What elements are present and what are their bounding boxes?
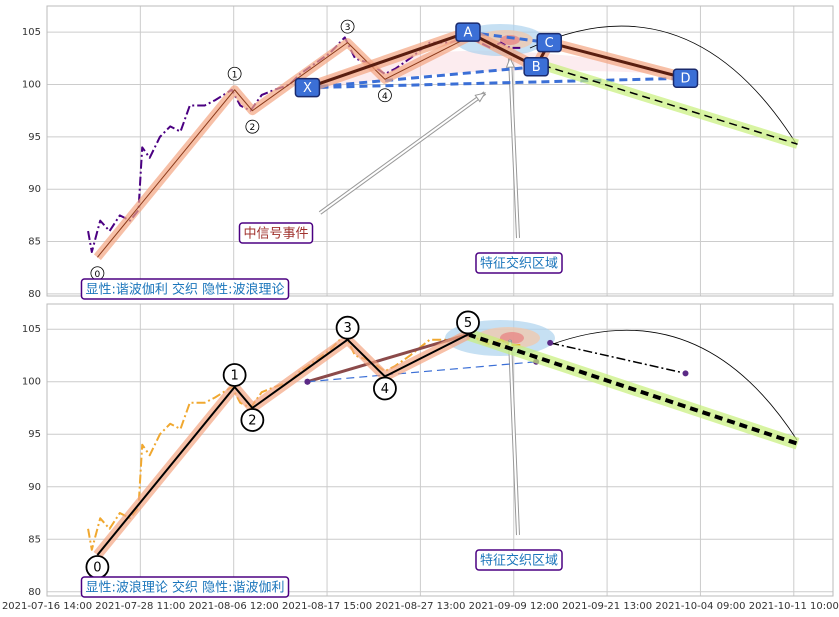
y-tick-label: 100 [22, 377, 41, 388]
arrow [509, 339, 519, 536]
harmonic-label: D [681, 72, 691, 87]
wave-line [96, 333, 469, 556]
arrow [319, 92, 486, 214]
wave-label: 0 [93, 561, 101, 576]
harmonic-label: X [303, 81, 312, 96]
wave-marker [222, 363, 247, 387]
wave-label: 2 [248, 413, 256, 428]
wave-line [97, 36, 469, 258]
annotation-box [80, 576, 290, 598]
x-tick-label: 2021-09-09 12:00 [469, 601, 559, 612]
harmonic-marker [523, 56, 549, 77]
y-tick-label: 95 [28, 429, 41, 440]
harmonic-marker [294, 77, 321, 98]
wave-marker [245, 119, 260, 134]
arrow [509, 57, 519, 239]
x-tick-label: 2021-08-27 13:00 [375, 601, 465, 612]
arrow-head [474, 92, 487, 103]
harmonic-label: C [545, 36, 554, 51]
wave-label: 1 [230, 368, 238, 383]
annotation: 特征交织区域 [480, 553, 558, 569]
harmonic-marker [455, 22, 481, 42]
y-tick-label: 105 [22, 27, 41, 38]
annotation-box [80, 278, 290, 300]
wave-label: 4 [382, 92, 388, 102]
x-tick-label: 2021-07-28 11:00 [95, 601, 185, 612]
y-tick-label: 80 [28, 587, 41, 598]
wave-marker [373, 376, 397, 401]
projection-arc [529, 25, 798, 146]
y-tick-label: 105 [22, 324, 41, 335]
x-tick-label: 2021-09-21 13:00 [562, 601, 652, 612]
line-marker [682, 370, 689, 377]
harmonic-marker [536, 32, 562, 53]
y-tick-label: 90 [28, 184, 41, 195]
y-tick-label: 100 [22, 80, 41, 91]
wave-label: 1 [232, 70, 238, 80]
x-tick-label: 2021-07-16 14:00 [2, 601, 92, 612]
pattern-line [467, 332, 799, 446]
wave-label: 5 [464, 316, 472, 331]
projection-arc [549, 329, 798, 441]
annotation-box [475, 549, 563, 571]
plot-frame [46, 303, 834, 597]
wave-marker [340, 19, 355, 34]
annotation-box [475, 252, 563, 274]
pattern-line [307, 76, 686, 90]
wave-label: 2 [250, 123, 256, 133]
wave-marker [378, 88, 392, 103]
annotation: 显性:谐波伽利 交织 隐性:波浪理论 [85, 282, 284, 298]
annotation: 显性:波浪理论 交织 隐性:谐波伽利 [85, 580, 284, 596]
y-tick-label: 80 [28, 289, 41, 300]
wave-marker [456, 310, 480, 335]
wave-label: 3 [345, 23, 351, 33]
wave-label: 0 [95, 270, 101, 280]
pattern-line [549, 342, 686, 375]
harmonic-marker [672, 68, 699, 88]
x-tick-label: 2021-10-04 09:00 [655, 601, 745, 612]
line-marker [547, 339, 554, 346]
wave-marker [335, 315, 360, 340]
x-tick-label: 2021-10-11 10:00 [749, 601, 839, 612]
annotation-box [238, 222, 314, 244]
pattern-line [530, 60, 798, 145]
wave-marker [240, 408, 265, 432]
wave-label: 4 [381, 382, 389, 397]
line-marker [304, 378, 311, 385]
annotation: 中信号事件 [243, 227, 308, 242]
annotation: 特征交织区域 [480, 256, 558, 272]
wave-marker [227, 66, 242, 81]
y-tick-label: 85 [28, 237, 41, 248]
wave-label: 3 [343, 321, 351, 336]
x-tick-label: 2021-08-06 12:00 [189, 601, 279, 612]
y-tick-label: 90 [28, 482, 41, 493]
arrow-head [505, 56, 516, 68]
zone-ellipse [500, 35, 520, 45]
y-tick-label: 95 [28, 132, 41, 143]
harmonic-label: A [464, 26, 473, 41]
plot-frame [46, 5, 834, 297]
x-tick-label: 2021-08-17 15:00 [282, 601, 372, 612]
pattern-line [307, 333, 469, 384]
y-tick-label: 85 [28, 534, 41, 545]
harmonic-label: B [532, 60, 541, 75]
